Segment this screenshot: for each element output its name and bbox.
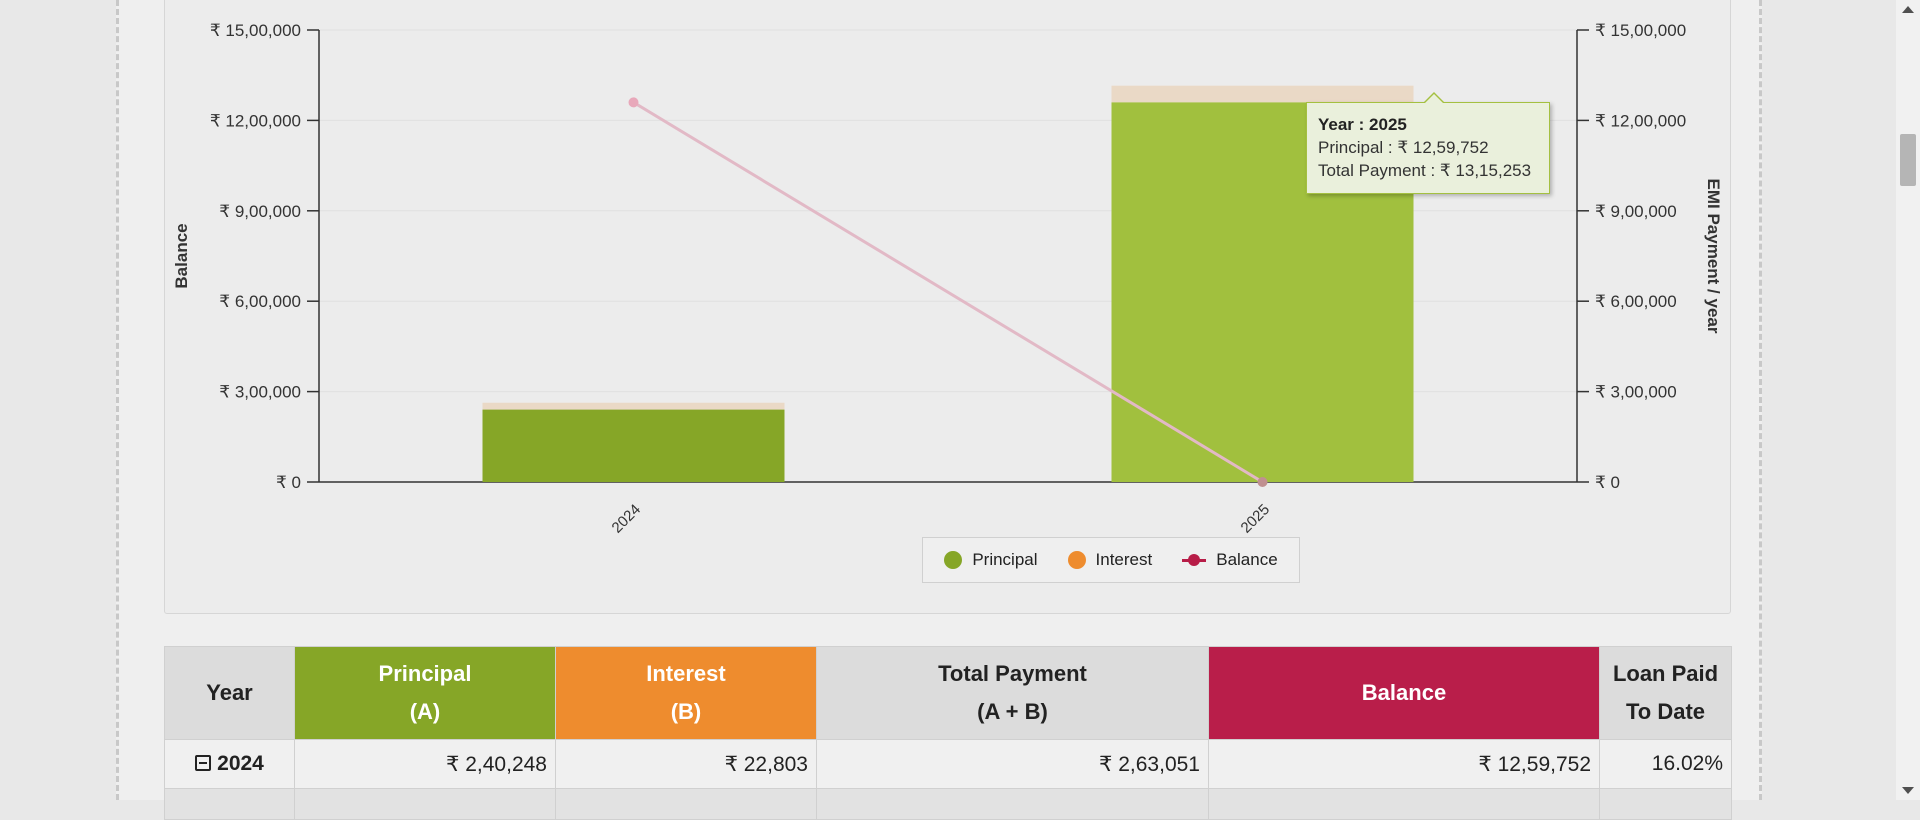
balance-point: [628, 97, 639, 108]
header-loan-paid-sub: To Date: [1625, 699, 1706, 724]
emi-chart-panel: ₹ 0 ₹ 3,00,000 ₹ 6,00,000 ₹ 9,00,000 ₹ 12,00…: [164, 0, 1731, 614]
legend-balance-line-icon: [1182, 551, 1207, 569]
legend-interest-dot-icon: [1067, 551, 1086, 569]
legend-item-interest[interactable]: Interest: [1067, 550, 1153, 570]
cell-principal: ₹ 2,40,248: [294, 739, 556, 789]
left-axis-title: Balance: [172, 223, 191, 288]
cell-total-payment: ₹ 2,63,051: [816, 739, 1209, 789]
header-principal-label: Principal: [378, 661, 472, 686]
right-axis-title: EMI Payment / year: [1704, 179, 1723, 334]
cell-empty: [294, 788, 556, 820]
header-total-sub: (A + B): [977, 699, 1048, 724]
chart-legend: Principal Interest Balance: [922, 537, 1300, 583]
tooltip-title: Year : 2025: [1318, 115, 1407, 134]
header-principal: Principal (A): [294, 646, 556, 740]
tooltip-total-payment: Total Payment : ₹ 13,15,253: [1318, 161, 1532, 180]
legend-interest-label: Interest: [1095, 550, 1153, 569]
header-interest-label: Interest: [646, 661, 726, 686]
page-scrollbar[interactable]: [1896, 0, 1920, 800]
left-tick-label: ₹ 6,00,000: [219, 292, 301, 311]
cell-empty: [164, 788, 295, 820]
right-tick-label: ₹ 6,00,000: [1595, 292, 1677, 311]
legend-balance-label: Balance: [1216, 550, 1278, 569]
x-tick-label: 2025: [1238, 501, 1274, 537]
left-tick-label: ₹ 15,00,000: [210, 21, 301, 40]
chart-tooltip: Year : 2025 Principal : ₹ 12,59,752 Tota…: [1306, 92, 1550, 194]
header-total-label: Total Payment: [938, 661, 1087, 686]
cell-loan-paid: 16.02%: [1599, 739, 1732, 789]
left-tick-label: ₹ 9,00,000: [219, 202, 301, 221]
collapse-minus-icon[interactable]: [195, 755, 212, 771]
right-tick-label: ₹ 3,00,000: [1595, 383, 1677, 402]
header-principal-sub: (A): [409, 699, 441, 724]
left-tick-label: ₹ 12,00,000: [210, 111, 301, 130]
scroll-down-arrow-icon[interactable]: [1902, 787, 1914, 794]
interest-bar: [1111, 85, 1414, 103]
interest-bar: [482, 402, 785, 410]
emi-chart: ₹ 0 ₹ 3,00,000 ₹ 6,00,000 ₹ 9,00,000 ₹ 12,00…: [172, 21, 1723, 537]
cell-empty: [555, 788, 817, 820]
right-tick-label: ₹ 15,00,000: [1595, 21, 1686, 40]
header-loan-paid: Loan Paid To Date: [1599, 646, 1732, 740]
left-tick-label: ₹ 0: [276, 473, 301, 492]
header-balance: Balance: [1208, 646, 1600, 740]
x-tick-label: 2024: [609, 501, 645, 537]
tooltip-principal: Principal : ₹ 12,59,752: [1318, 138, 1489, 157]
table-row-partial: [164, 788, 1732, 820]
legend-item-principal[interactable]: Principal: [944, 550, 1038, 570]
header-year-label: Year: [206, 680, 253, 705]
cell-empty: [1208, 788, 1600, 820]
header-year: Year: [164, 646, 295, 740]
table-row[interactable]: 2024 ₹ 2,40,248 ₹ 22,803 ₹ 2,63,051 ₹ 12…: [164, 739, 1732, 789]
cell-empty: [1599, 788, 1732, 820]
payment-schedule-table: Year Principal (A) Interest (B) Total Pa…: [164, 646, 1732, 820]
right-tick-label: ₹ 9,00,000: [1595, 202, 1677, 221]
balance-point: [1257, 477, 1268, 487]
legend-principal-dot-icon: [944, 551, 963, 569]
header-total-payment: Total Payment (A + B): [816, 646, 1209, 740]
scroll-thumb[interactable]: [1900, 134, 1916, 186]
cell-balance: ₹ 12,59,752: [1208, 739, 1600, 789]
left-tick-label: ₹ 3,00,000: [219, 383, 301, 402]
table-header-row: Year Principal (A) Interest (B) Total Pa…: [164, 646, 1732, 740]
principal-bar: [482, 409, 785, 482]
right-tick-label: ₹ 12,00,000: [1595, 111, 1686, 130]
legend-principal-label: Principal: [972, 550, 1038, 569]
legend-item-balance[interactable]: Balance: [1182, 550, 1278, 570]
header-interest: Interest (B): [555, 646, 817, 740]
cell-interest: ₹ 22,803: [555, 739, 817, 789]
cell-year[interactable]: 2024: [164, 739, 295, 789]
header-loan-paid-label: Loan Paid: [1612, 661, 1719, 686]
cell-year-label: 2024: [217, 752, 264, 775]
cell-empty: [816, 788, 1209, 820]
scroll-up-arrow-icon[interactable]: [1902, 6, 1914, 13]
balance-line: [632, 101, 1264, 484]
right-tick-label: ₹ 0: [1595, 473, 1620, 492]
header-interest-sub: (B): [670, 699, 702, 724]
header-balance-label: Balance: [1361, 680, 1447, 705]
